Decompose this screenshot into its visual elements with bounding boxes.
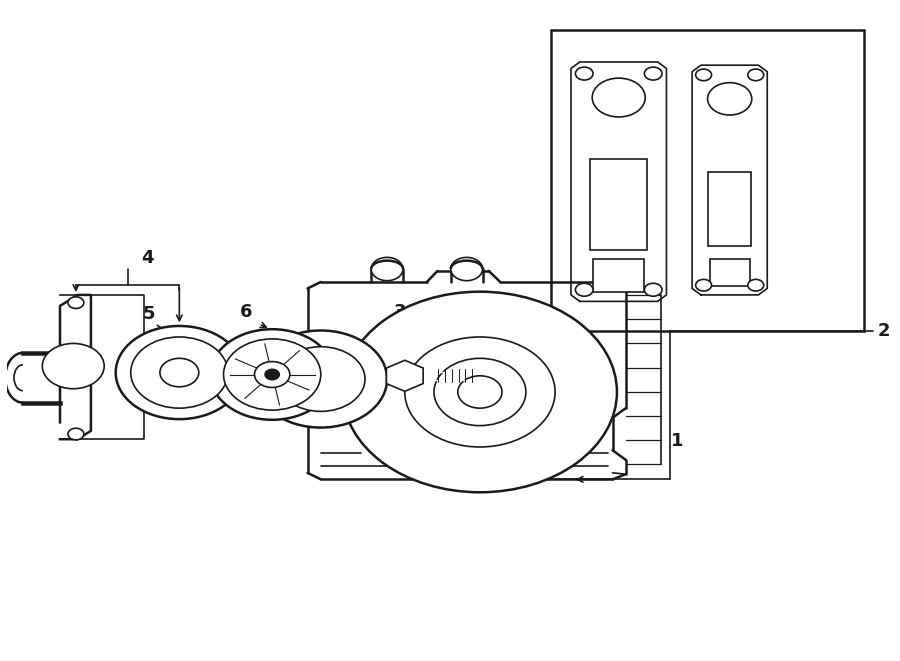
Bar — [710, 259, 750, 286]
Bar — [593, 259, 644, 292]
Circle shape — [575, 284, 593, 296]
Circle shape — [223, 339, 320, 410]
Circle shape — [748, 69, 764, 81]
Circle shape — [644, 284, 662, 296]
Circle shape — [707, 83, 751, 115]
Text: 4: 4 — [141, 249, 153, 267]
Circle shape — [458, 376, 502, 408]
Circle shape — [434, 358, 526, 426]
Circle shape — [266, 369, 279, 379]
Circle shape — [276, 346, 365, 411]
Bar — [551, 30, 865, 330]
Circle shape — [748, 280, 764, 291]
Circle shape — [575, 67, 593, 80]
Bar — [708, 172, 752, 247]
Text: 6: 6 — [239, 303, 252, 321]
Circle shape — [343, 292, 617, 492]
Text: 5: 5 — [142, 305, 155, 323]
Circle shape — [696, 69, 712, 81]
Circle shape — [116, 326, 243, 419]
Circle shape — [696, 280, 712, 291]
Circle shape — [68, 297, 84, 309]
Circle shape — [42, 344, 104, 389]
Polygon shape — [386, 360, 423, 391]
Bar — [590, 159, 647, 250]
Circle shape — [371, 257, 403, 281]
Circle shape — [255, 362, 290, 387]
Circle shape — [68, 428, 84, 440]
Circle shape — [451, 257, 482, 281]
Circle shape — [405, 337, 555, 447]
Circle shape — [255, 330, 387, 428]
Circle shape — [644, 67, 662, 80]
Circle shape — [130, 337, 228, 408]
Text: 1: 1 — [670, 432, 683, 450]
Text: 2: 2 — [878, 321, 890, 340]
Circle shape — [592, 78, 645, 117]
Text: 3: 3 — [394, 303, 407, 321]
Circle shape — [160, 358, 199, 387]
Circle shape — [211, 329, 334, 420]
